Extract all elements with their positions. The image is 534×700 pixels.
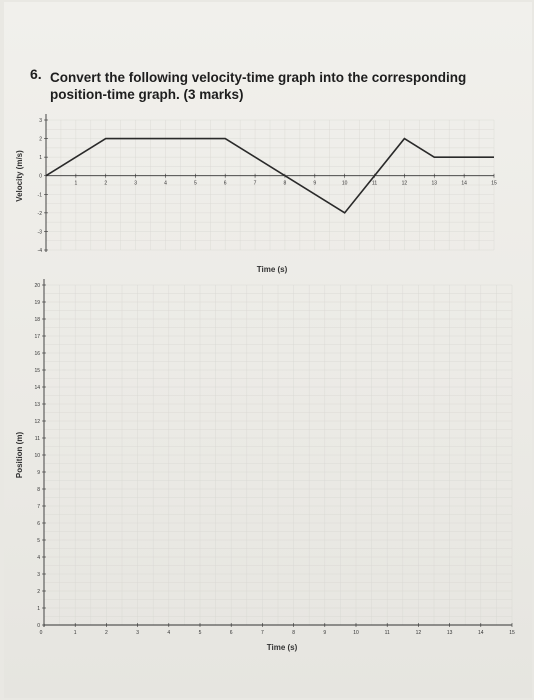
velocity-series: [45, 137, 494, 214]
position-y-tick-label: 7: [37, 504, 40, 510]
position-x-tick-label: 6: [230, 630, 233, 636]
position-y-tick-label: 9: [37, 470, 40, 476]
position-x-tick-label: 11: [385, 630, 390, 636]
velocity-x-tick-label: 9: [313, 181, 316, 187]
velocity-x-tick-label: 14: [461, 181, 467, 187]
position-x-tick-label: 14: [478, 630, 484, 636]
position-x-tick-label: 8: [292, 630, 295, 636]
velocity-x-tick-label: 8: [284, 181, 287, 187]
position-axes: [42, 279, 513, 627]
velocity-x-tick-label: 4: [164, 181, 167, 187]
velocity-y-tick-label: 0: [39, 174, 42, 180]
velocity-x-axis-title: Time (s): [257, 265, 288, 274]
velocity-x-tick-label: 13: [431, 181, 437, 187]
position-y-tick-label: 2: [37, 589, 40, 595]
velocity-x-tick-label: 15: [491, 181, 497, 187]
position-x-axis-title: Time (s): [267, 643, 298, 652]
velocity-x-tick-label: 2: [104, 181, 107, 187]
position-x-tick-label: 5: [199, 630, 202, 636]
position-x-tick-label: 3: [136, 630, 139, 636]
velocity-y-tick-label: -4: [38, 248, 43, 254]
position-y-tick-label: 16: [34, 351, 40, 357]
velocity-series-line: [45, 137, 494, 214]
velocity-x-tick-label: 7: [254, 181, 257, 187]
position-y-tick-label: 6: [37, 521, 40, 527]
question-text-line2-body: position-time graph.: [50, 87, 180, 102]
velocity-y-axis-title: Velocity (m/s): [15, 150, 24, 202]
position-y-tick-label: 5: [37, 538, 40, 544]
position-x-tick-label: 12: [416, 630, 422, 636]
velocity-y-tick-label: 2: [39, 137, 42, 143]
position-y-tick-label: 12: [34, 419, 40, 425]
velocity-grid: [45, 119, 495, 251]
position-y-tick-label: 20: [34, 283, 40, 289]
position-y-tick-label: 3: [37, 572, 40, 578]
position-y-tick-label: 10: [34, 453, 40, 459]
position-x-tick-label: 15: [509, 630, 515, 636]
position-x-tick-label: 0: [40, 630, 43, 636]
position-y-tick-label: 1: [37, 606, 40, 612]
velocity-y-tick-label: -3: [38, 229, 43, 235]
position-x-tick-label: 2: [105, 630, 108, 636]
velocity-x-tick-label: 3: [134, 181, 137, 187]
position-y-tick-label: 8: [37, 487, 40, 493]
position-y-tick-label: 17: [34, 334, 40, 340]
velocity-y-tick-label: -1: [38, 192, 43, 198]
velocity-x-tick-label: 5: [194, 181, 197, 187]
question-number: 6.: [30, 66, 42, 82]
position-x-tick-label: 1: [74, 630, 77, 636]
position-x-tick-label: 9: [323, 630, 326, 636]
question-text-line1: Convert the following velocity-time grap…: [50, 70, 467, 85]
velocity-x-tick-label: 11: [372, 181, 377, 187]
velocity-x-tick-label: 12: [402, 181, 408, 187]
velocity-y-tick-label: 1: [39, 155, 42, 161]
velocity-y-tick-label: -2: [38, 211, 43, 217]
position-y-axis-title: Position (m): [15, 432, 24, 479]
position-x-tick-label: 13: [447, 630, 453, 636]
velocity-x-tick-label: 6: [224, 181, 227, 187]
position-grid: [43, 284, 513, 626]
position-y-tick-label: 0: [37, 623, 40, 629]
position-y-tick-label: 18: [34, 317, 40, 323]
velocity-y-tick-label: 3: [39, 118, 42, 124]
position-y-tick-label: 13: [34, 402, 40, 408]
velocity-x-tick-label: 10: [342, 181, 348, 187]
position-y-tick-label: 11: [35, 436, 40, 442]
question-text-line2: position-time graph. (3 marks): [50, 87, 244, 102]
velocity-axes: [44, 114, 495, 252]
position-y-tick-label: 19: [34, 300, 40, 306]
position-tick-labels: 0 1 2 3 4 5 6 7 8 9 10 11 12 13 14 15201918171615141312…: [34, 283, 515, 636]
velocity-x-tick-label: 1: [74, 181, 77, 187]
position-y-tick-label: 14: [34, 385, 40, 391]
position-time-chart: 0 1 2 3 4 5 6 7 8 9 10 11 12 13 14 15201918171615141312…: [15, 279, 515, 652]
position-x-tick-label: 4: [167, 630, 170, 636]
position-y-tick-label: 4: [37, 555, 40, 561]
worksheet-page: 6. Convert the following velocity-time g…: [4, 2, 532, 698]
position-x-tick-label: 10: [353, 630, 359, 636]
position-y-tick-label: 15: [34, 368, 40, 374]
question-marks: (3 marks): [183, 87, 244, 102]
position-x-tick-label: 7: [261, 630, 264, 636]
